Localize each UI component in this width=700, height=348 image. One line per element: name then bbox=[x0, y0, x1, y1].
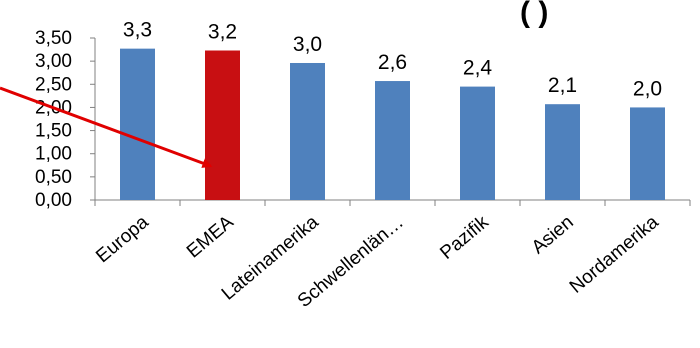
bar-asien bbox=[545, 104, 580, 200]
highlight-arrow bbox=[0, 86, 213, 168]
y-tick-label: 3,00 bbox=[35, 51, 72, 72]
chart-title-fragment: ( ) bbox=[520, 0, 548, 29]
category-label: EMEA bbox=[183, 212, 238, 263]
y-tick-label: 3,50 bbox=[35, 28, 72, 49]
bar-pazifik bbox=[460, 86, 495, 200]
bar-series bbox=[120, 48, 665, 200]
y-tick-label: 1,00 bbox=[35, 144, 72, 165]
bar-schwellenl-n bbox=[375, 81, 410, 200]
y-tick-label: 1,50 bbox=[35, 121, 72, 142]
data-label: 2,4 bbox=[463, 57, 493, 80]
category-label: Europa bbox=[92, 211, 153, 267]
data-label: 3,2 bbox=[208, 20, 237, 43]
y-tick-label: 0,00 bbox=[35, 190, 72, 211]
data-label: 2,0 bbox=[633, 77, 662, 100]
category-label: Pazifik bbox=[436, 211, 493, 263]
category-label: Asien bbox=[528, 212, 578, 259]
x-axis bbox=[94, 199, 691, 206]
bar-lateinamerika bbox=[290, 62, 325, 200]
bar-europa bbox=[120, 48, 155, 200]
data-label: 2,6 bbox=[378, 51, 407, 74]
data-labels: 3,3 3,2 3,0 2,6 2,4 2,1 2,0 bbox=[123, 19, 662, 101]
y-tick-label: 2,50 bbox=[35, 74, 72, 95]
bar-nordamerika bbox=[630, 107, 665, 200]
bar-emea bbox=[205, 50, 240, 200]
data-label: 3,0 bbox=[293, 33, 322, 56]
y-tick-label: 0,50 bbox=[35, 167, 72, 188]
data-label: 3,3 bbox=[123, 19, 152, 42]
data-label: 2,1 bbox=[548, 74, 577, 97]
category-label: Nordamerika bbox=[566, 211, 663, 297]
